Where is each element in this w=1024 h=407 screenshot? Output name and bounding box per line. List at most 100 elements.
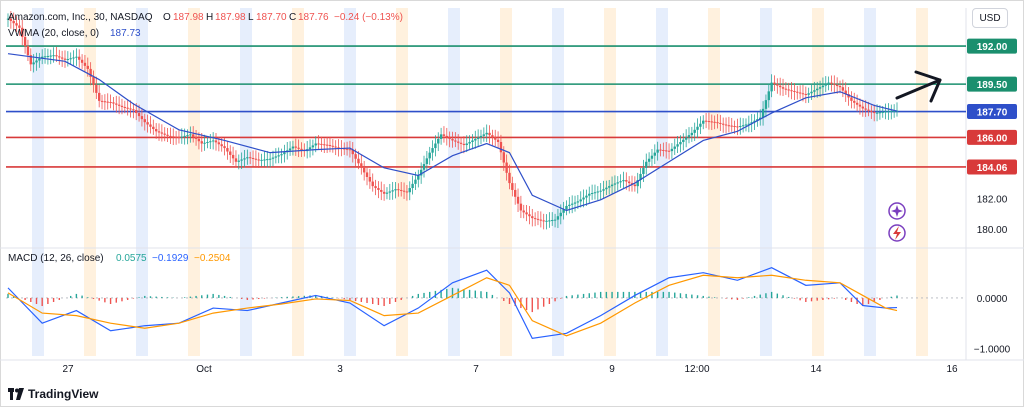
candle-body (870, 110, 873, 112)
candle-body (704, 120, 708, 122)
sparkle-icon[interactable] (888, 202, 906, 220)
candle-body (494, 137, 497, 140)
candle-body (89, 68, 92, 77)
candle-body (682, 139, 685, 142)
candle-body (605, 187, 608, 190)
level-label-bg (967, 76, 1017, 92)
candle-body (770, 82, 773, 92)
svg-text:O: O (163, 12, 171, 23)
candle-body (773, 82, 776, 85)
candle-body (562, 209, 565, 213)
candle-body (434, 143, 437, 149)
candle-body (767, 91, 770, 101)
candle-body (536, 218, 540, 220)
session-band (656, 8, 668, 356)
candle-body (585, 195, 588, 198)
candle-body (568, 204, 571, 206)
session-band (760, 8, 772, 356)
candle-body (616, 182, 619, 184)
price-tick-label: 180.00 (977, 225, 1008, 236)
candle-body (448, 137, 451, 139)
change-value: −0.24 (−0.13%) (334, 12, 403, 23)
candle-body (163, 133, 166, 135)
candle-body (645, 161, 648, 168)
candle-body (46, 55, 50, 57)
candle-body (451, 138, 454, 141)
high-value: 187.98 (215, 12, 246, 23)
candle-body (32, 62, 35, 65)
candle-body (402, 190, 406, 192)
candle-body (414, 179, 417, 184)
candle-body (707, 121, 711, 123)
candle-body (796, 91, 799, 93)
candle-body (665, 150, 668, 152)
candle-body (186, 135, 189, 137)
candle-body (15, 23, 18, 26)
candle-body (100, 100, 104, 102)
open-value: 187.98 (173, 12, 204, 23)
candle-body (325, 144, 329, 146)
currency-button[interactable]: USD (972, 8, 1008, 28)
candle-body (23, 36, 27, 47)
candle-body (764, 100, 768, 109)
candle-body (759, 117, 762, 120)
candle-body (308, 147, 312, 150)
candle-body (719, 122, 722, 124)
time-tick-label: 27 (62, 364, 74, 375)
candle-body (474, 138, 477, 141)
candle-body (656, 149, 659, 153)
candle-body (756, 119, 759, 121)
candle-body (72, 57, 75, 59)
session-band (84, 8, 96, 356)
candle-body (63, 58, 67, 60)
candle-body (761, 108, 765, 118)
lightning-icon[interactable] (888, 224, 906, 242)
candle-body (713, 121, 716, 123)
arrow-annotation[interactable] (895, 70, 942, 103)
candle-body (816, 88, 819, 91)
candle-body (334, 146, 337, 148)
axes: 182.00 180.00 0.0000 −1.0000 27 Oct 3 7 9 12:00 14… (0, 194, 1024, 375)
candle-body (565, 205, 568, 210)
candle-body (157, 131, 161, 133)
vwma-label: VWMA (20, close, 0) (8, 28, 99, 39)
candle-body (240, 159, 243, 161)
candle-body (884, 111, 887, 113)
footer: TradingView (8, 385, 98, 403)
candle-body (727, 125, 731, 127)
candle-body (855, 102, 859, 105)
candle-body (251, 157, 255, 159)
candle-body (211, 140, 215, 142)
low-value: 187.70 (256, 12, 287, 23)
candle-body (864, 108, 867, 110)
candle-body (468, 141, 471, 144)
candle-body (687, 135, 691, 138)
candle-body (579, 199, 582, 202)
macd-line-value: −0.1929 (152, 253, 189, 264)
candle-body (223, 146, 226, 149)
candle-body (274, 156, 278, 158)
candle-body (610, 184, 614, 187)
candle-body (288, 148, 292, 151)
candle-body (684, 137, 688, 140)
session-band (396, 8, 408, 356)
candle-body (679, 141, 682, 145)
candle-body (824, 84, 827, 86)
candle-body (52, 55, 55, 57)
candle-body (280, 154, 283, 156)
candle-body (875, 112, 879, 114)
level-label: 187.70 (977, 108, 1008, 119)
time-tick-label: 16 (946, 364, 958, 375)
candle-body (793, 90, 796, 92)
vwma-value: 187.73 (110, 28, 141, 39)
candle-body (297, 147, 300, 149)
candle-body (710, 121, 713, 123)
candle-body (166, 134, 169, 136)
candle-body (254, 158, 258, 160)
svg-text:L: L (248, 12, 254, 23)
candle-body (140, 116, 144, 120)
candle-body (747, 123, 751, 125)
candle-body (499, 141, 503, 153)
candle-body (850, 97, 853, 101)
